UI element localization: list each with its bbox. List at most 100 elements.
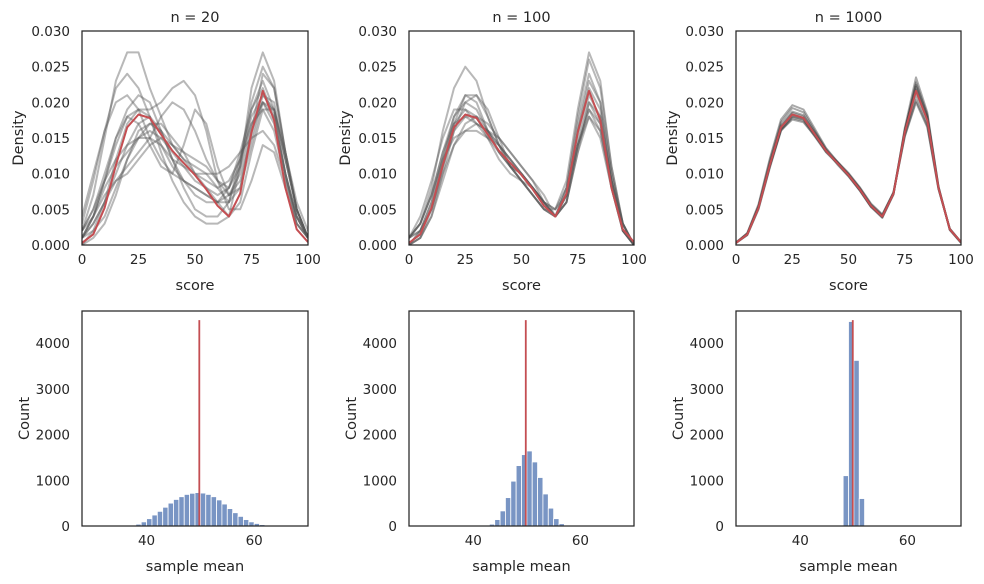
- histogram-bar: [526, 450, 533, 527]
- y-tick-label: 0.025: [685, 60, 724, 76]
- histogram-bars: [488, 450, 565, 527]
- histogram-bar: [151, 514, 158, 527]
- histogram-bar: [162, 506, 169, 527]
- y-tick-label: 3000: [36, 382, 70, 398]
- y-axis-label: Density: [665, 110, 681, 166]
- histogram-bar: [146, 518, 153, 527]
- x-tick-label: 40: [792, 533, 809, 549]
- y-tick-label: 0.005: [31, 202, 70, 218]
- density-curves: [409, 51, 634, 245]
- chart-panel-6: 40 60 0 1000 2000 3000 4000 sample mean Count: [671, 310, 962, 575]
- sample-density-line-1: [82, 51, 308, 239]
- y-tick-label: 0.015: [685, 131, 724, 147]
- y-tick-label: 3000: [690, 382, 724, 398]
- x-tick-label: 40: [465, 533, 482, 549]
- sample-density-line-13: [82, 87, 308, 239]
- histogram-bar: [494, 519, 501, 527]
- histogram-bar: [515, 465, 522, 527]
- sample-density-line-9: [82, 94, 308, 239]
- x-tick-label: 60: [572, 533, 589, 549]
- histogram-bar: [178, 496, 185, 527]
- y-tick-label: 4000: [690, 336, 724, 352]
- y-tick-label: 3000: [363, 382, 397, 398]
- y-tick-label: 1000: [690, 473, 724, 489]
- y-tick-label: 0: [61, 519, 70, 535]
- y-tick-label: 0.020: [358, 95, 397, 111]
- y-tick-label: 0.010: [358, 167, 397, 183]
- sample-density-line-5: [409, 51, 634, 245]
- histogram-bar: [547, 507, 555, 527]
- population-density-line: [82, 89, 308, 244]
- sample-density-line-9: [409, 101, 634, 245]
- histogram-bar: [531, 461, 538, 527]
- y-tick-label: 0.005: [358, 202, 397, 218]
- histogram-bar: [853, 360, 860, 527]
- histogram-bar: [221, 503, 228, 527]
- y-tick-label: 4000: [36, 336, 70, 352]
- histogram-bar: [205, 494, 212, 527]
- histogram-bar: [156, 510, 164, 527]
- y-tick-label: 0.000: [358, 238, 397, 254]
- histogram-bar: [537, 477, 544, 527]
- chart-panel-3: 0 25 50 75 100 0.000 0.005 0.010 0.015 0.020 0.025…: [665, 10, 974, 294]
- panel-title: n = 100: [492, 10, 550, 26]
- histogram-bar: [858, 498, 865, 527]
- histogram-bar: [210, 496, 217, 527]
- y-tick-label: 0.015: [358, 131, 397, 147]
- x-tick-label: 100: [948, 252, 974, 268]
- density-curves: [82, 51, 308, 245]
- y-tick-label: 0.030: [685, 24, 724, 40]
- y-tick-label: 0.025: [31, 60, 70, 76]
- axes-frame: [408, 30, 635, 246]
- y-tick-label: 0.020: [31, 95, 70, 111]
- chart-panel-2: 0 25 50 75 100 0.000 0.005 0.010 0.015 0.020 0.025…: [338, 10, 647, 294]
- x-tick-label: 60: [899, 533, 916, 549]
- sample-density-line-3: [82, 79, 308, 239]
- y-axis-label: Count: [344, 397, 360, 440]
- axes-frame: [81, 310, 309, 527]
- y-axis-label: Density: [338, 110, 354, 166]
- histogram-bar: [243, 519, 250, 527]
- y-axis-label: Count: [17, 397, 33, 440]
- histogram-bar: [189, 492, 196, 527]
- y-tick-label: 2000: [690, 428, 724, 444]
- histogram-bar: [183, 494, 191, 527]
- sample-density-line-8: [409, 87, 634, 245]
- panel-title: n = 20: [170, 10, 219, 26]
- sample-density-line-10: [82, 65, 308, 239]
- y-axis-label: Density: [11, 110, 27, 166]
- x-tick-label: 100: [295, 252, 321, 268]
- x-tick-label: 25: [457, 252, 474, 268]
- y-tick-label: 2000: [363, 428, 397, 444]
- histogram-bars: [842, 321, 865, 527]
- sample-density-line-8: [82, 94, 308, 232]
- x-axis-label: sample mean: [146, 559, 244, 575]
- axes-frame: [735, 310, 962, 527]
- x-tick-label: 0: [405, 252, 414, 268]
- y-tick-label: 0: [388, 519, 397, 535]
- y-tick-label: 0.025: [358, 60, 397, 76]
- x-tick-label: 75: [569, 252, 586, 268]
- y-tick-label: 0.020: [685, 95, 724, 111]
- y-tick-label: 0.030: [358, 24, 397, 40]
- histogram-bar: [226, 508, 234, 527]
- sample-density-line-11: [409, 72, 634, 245]
- histogram-bar: [553, 518, 560, 527]
- x-axis-label: score: [502, 278, 541, 294]
- histogram-bar: [173, 499, 180, 527]
- axes-frame: [735, 30, 962, 246]
- population-density-line: [736, 89, 961, 244]
- x-tick-label: 100: [621, 252, 647, 268]
- chart-panel-4: 40 60 0 1000 2000 3000 4000 sample mean Count: [17, 310, 309, 575]
- histogram-bars: [130, 492, 271, 527]
- x-tick-label: 50: [840, 252, 857, 268]
- sample-density-line-4: [82, 101, 308, 239]
- histogram-bar: [167, 502, 174, 527]
- population-density-line: [409, 89, 634, 244]
- axes-frame: [81, 30, 309, 246]
- y-tick-label: 0.000: [685, 238, 724, 254]
- sample-density-line-1: [409, 58, 634, 245]
- x-tick-label: 75: [243, 252, 260, 268]
- y-tick-label: 2000: [36, 428, 70, 444]
